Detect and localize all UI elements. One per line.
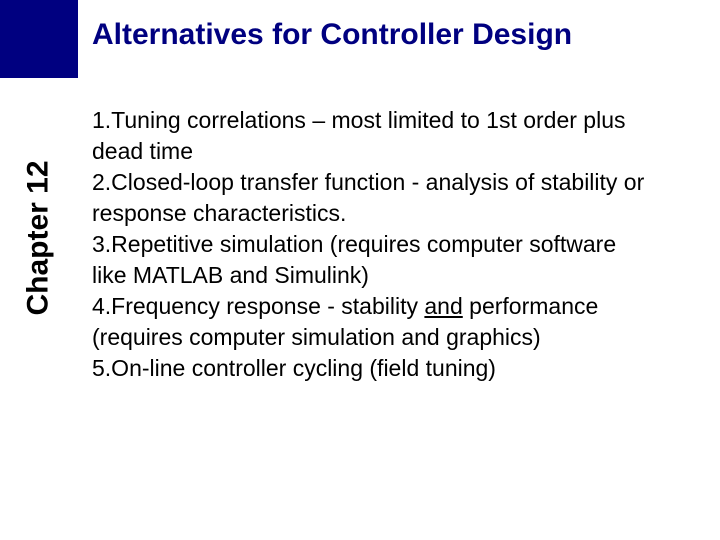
body-line: 1.Tuning correlations – most limited to … bbox=[92, 107, 626, 133]
body-line: 3.Repetitive simulation (requires comput… bbox=[92, 231, 616, 257]
body-line: like MATLAB and Simulink) bbox=[92, 262, 369, 288]
body-line: response characteristics. bbox=[92, 200, 346, 226]
chapter-label: Chapter 12 bbox=[22, 160, 56, 315]
sidebar-accent-block bbox=[0, 0, 78, 78]
slide: Chapter 12 Alternatives for Controller D… bbox=[0, 0, 720, 540]
body-line: 5.On-line controller cycling (field tuni… bbox=[92, 355, 496, 381]
body-line: performance bbox=[463, 293, 599, 319]
slide-title: Alternatives for Controller Design bbox=[92, 18, 572, 52]
body-line: 2.Closed-loop transfer function - analys… bbox=[92, 169, 644, 195]
sidebar: Chapter 12 bbox=[0, 0, 78, 540]
body-line: 4.Frequency response - stability bbox=[92, 293, 424, 319]
sidebar-label-wrap: Chapter 12 bbox=[0, 78, 78, 398]
body-text: 1.Tuning correlations – most limited to … bbox=[92, 105, 692, 384]
body-line: (requires computer simulation and graphi… bbox=[92, 324, 541, 350]
underlined-word: and bbox=[424, 293, 462, 319]
body-line: dead time bbox=[92, 138, 193, 164]
